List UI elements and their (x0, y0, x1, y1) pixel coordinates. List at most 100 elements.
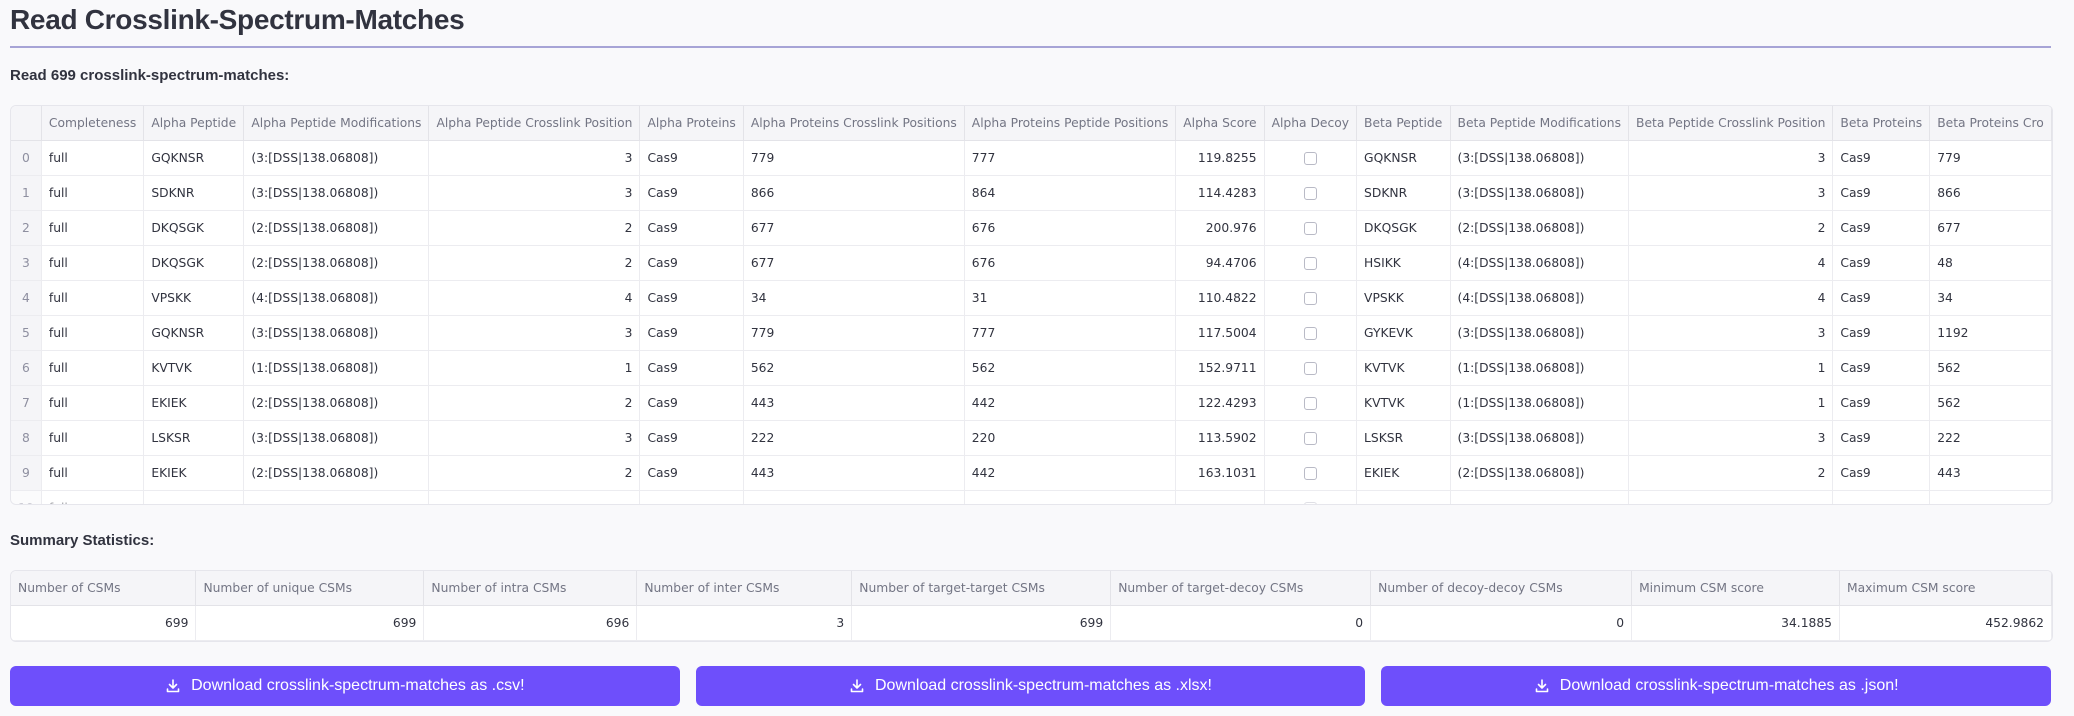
table-cell[interactable]: Cas9 (639, 420, 744, 456)
table-cell[interactable] (743, 490, 965, 504)
table-cell[interactable]: (3:[DSS|138.06808]) (1450, 315, 1630, 351)
table-cell[interactable]: SDKNR (1356, 175, 1451, 211)
table-cell[interactable]: 1 (1628, 350, 1834, 386)
table-cell[interactable]: (2:[DSS|138.06808]) (1450, 455, 1630, 491)
table-cell[interactable]: SDKNR (143, 175, 245, 211)
table-cell[interactable]: Cas9 (639, 280, 744, 316)
alpha-decoy-checkbox[interactable] (1303, 222, 1317, 235)
alpha-decoy-checkbox[interactable] (1303, 467, 1317, 480)
table-row[interactable]: 0 full GQKNSR (3:[DSS|138.06808]) 3 Cas9 779 77… (11, 140, 2052, 176)
table-cell[interactable]: Cas9 (639, 350, 744, 386)
table-cell[interactable] (1929, 490, 2052, 504)
table-cell[interactable]: full (41, 315, 145, 351)
summary-dataframe[interactable]: Number of CSMs Number of unique CSMs Num… (10, 570, 2053, 642)
table-cell[interactable]: 443 (743, 385, 965, 421)
table-cell[interactable]: 3 (428, 175, 641, 211)
table-cell[interactable] (639, 490, 744, 504)
table-cell[interactable]: (3:[DSS|138.06808]) (243, 140, 430, 176)
column-header[interactable]: Alpha Proteins Crosslink Positions (743, 106, 965, 141)
table-cell[interactable]: 1192 (1929, 315, 2052, 351)
table-cell[interactable]: 777 (964, 140, 1177, 176)
column-header[interactable]: Alpha Peptide Crosslink Position (428, 106, 641, 141)
table-row[interactable]: 10full (11, 490, 2052, 504)
table-cell[interactable]: 1 (1628, 385, 1834, 421)
table-cell[interactable]: 94.4706 (1175, 245, 1265, 281)
alpha-decoy-cell[interactable] (1264, 420, 1358, 456)
table-cell[interactable]: EKIEK (143, 385, 245, 421)
table-cell[interactable]: 110.4822 (1175, 280, 1265, 316)
table-cell[interactable]: EKIEK (143, 455, 245, 491)
table-cell[interactable]: 443 (1929, 455, 2052, 491)
table-cell[interactable] (1450, 490, 1630, 504)
table-cell[interactable]: Cas9 (1832, 140, 1931, 176)
table-cell[interactable]: (2:[DSS|138.06808]) (243, 455, 430, 491)
table-cell[interactable]: Cas9 (1832, 350, 1931, 386)
table-row[interactable]: 6 full KVTVK (1:[DSS|138.06808]) 1 Cas9 562 562… (11, 350, 2052, 386)
summary-column-header[interactable]: Number of target-decoy CSMs (1110, 571, 1372, 606)
alpha-decoy-cell[interactable] (1264, 315, 1358, 351)
table-cell[interactable]: GQKNSR (1356, 140, 1451, 176)
table-cell[interactable]: 562 (743, 350, 965, 386)
table-cell[interactable]: KVTVK (1356, 385, 1451, 421)
table-cell[interactable]: 442 (964, 455, 1177, 491)
column-header[interactable]: Completeness (41, 106, 145, 141)
table-cell[interactable]: 113.5902 (1175, 420, 1265, 456)
alpha-decoy-cell[interactable] (1264, 140, 1358, 176)
table-cell[interactable]: KVTVK (143, 350, 245, 386)
table-row[interactable]: 2 full DKQSGK (2:[DSS|138.06808]) 2 Cas9 677 67… (11, 210, 2052, 246)
table-cell[interactable]: 2 (1628, 210, 1834, 246)
table-cell[interactable]: 34 (743, 280, 965, 316)
table-cell[interactable]: 31 (964, 280, 1177, 316)
alpha-decoy-cell[interactable] (1264, 350, 1358, 386)
table-cell[interactable]: 220 (964, 420, 1177, 456)
table-cell[interactable]: 3 (1628, 140, 1834, 176)
table-cell[interactable]: GQKNSR (143, 140, 245, 176)
table-cell[interactable]: 3 (428, 140, 641, 176)
table-row[interactable]: 7 full EKIEK (2:[DSS|138.06808]) 2 Cas9 443 442… (11, 385, 2052, 421)
table-cell[interactable]: 2 (428, 210, 641, 246)
table-cell[interactable]: full (41, 385, 145, 421)
table-row[interactable]: 8 full LSKSR (3:[DSS|138.06808]) 3 Cas9 222 220… (11, 420, 2052, 456)
alpha-decoy-checkbox[interactable] (1303, 432, 1317, 445)
table-cell[interactable]: 677 (1929, 210, 2052, 246)
summary-column-header[interactable]: Number of CSMs (11, 571, 197, 606)
table-cell[interactable]: (2:[DSS|138.06808]) (1450, 210, 1630, 246)
table-cell[interactable]: EKIEK (1356, 455, 1451, 491)
table-cell[interactable] (1832, 490, 1931, 504)
table-cell[interactable]: 48 (1929, 245, 2052, 281)
table-row[interactable]: 5 full GQKNSR (3:[DSS|138.06808]) 3 Cas9 779 77… (11, 315, 2052, 351)
table-cell[interactable]: 152.9711 (1175, 350, 1265, 386)
table-cell[interactable]: GYKEVK (1356, 315, 1451, 351)
table-cell[interactable]: 163.1031 (1175, 455, 1265, 491)
table-cell[interactable]: full (41, 490, 145, 504)
table-cell[interactable]: 779 (743, 140, 965, 176)
table-cell[interactable]: 3 (1628, 420, 1834, 456)
table-cell[interactable]: full (41, 175, 145, 211)
column-header[interactable]: Beta Proteins Cro (1929, 106, 2052, 141)
table-cell[interactable] (964, 490, 1177, 504)
table-cell[interactable]: Cas9 (1832, 245, 1931, 281)
column-header[interactable]: Beta Peptide Crosslink Position (1628, 106, 1834, 141)
table-cell[interactable]: full (41, 420, 145, 456)
table-cell[interactable]: (1:[DSS|138.06808]) (1450, 350, 1630, 386)
table-cell[interactable]: 4 (1628, 245, 1834, 281)
table-cell[interactable]: full (41, 350, 145, 386)
table-cell[interactable]: (2:[DSS|138.06808]) (243, 210, 430, 246)
table-cell[interactable]: 122.4293 (1175, 385, 1265, 421)
table-cell[interactable]: 3 (1628, 315, 1834, 351)
table-cell[interactable]: 779 (1929, 140, 2052, 176)
column-header[interactable]: Beta Peptide (1356, 106, 1451, 141)
table-cell[interactable]: (3:[DSS|138.06808]) (243, 420, 430, 456)
table-cell[interactable]: full (41, 455, 145, 491)
summary-column-header[interactable]: Number of unique CSMs (195, 571, 425, 606)
table-cell[interactable]: 114.4283 (1175, 175, 1265, 211)
table-cell[interactable]: 443 (743, 455, 965, 491)
table-cell[interactable]: Cas9 (1832, 175, 1931, 211)
table-cell[interactable]: 4 (428, 280, 641, 316)
table-cell[interactable]: (2:[DSS|138.06808]) (243, 245, 430, 281)
summary-column-header[interactable]: Number of decoy-decoy CSMs (1370, 571, 1633, 606)
table-cell[interactable]: 200.976 (1175, 210, 1265, 246)
alpha-decoy-cell[interactable] (1264, 490, 1358, 504)
table-cell[interactable]: Cas9 (1832, 210, 1931, 246)
table-cell[interactable]: 864 (964, 175, 1177, 211)
